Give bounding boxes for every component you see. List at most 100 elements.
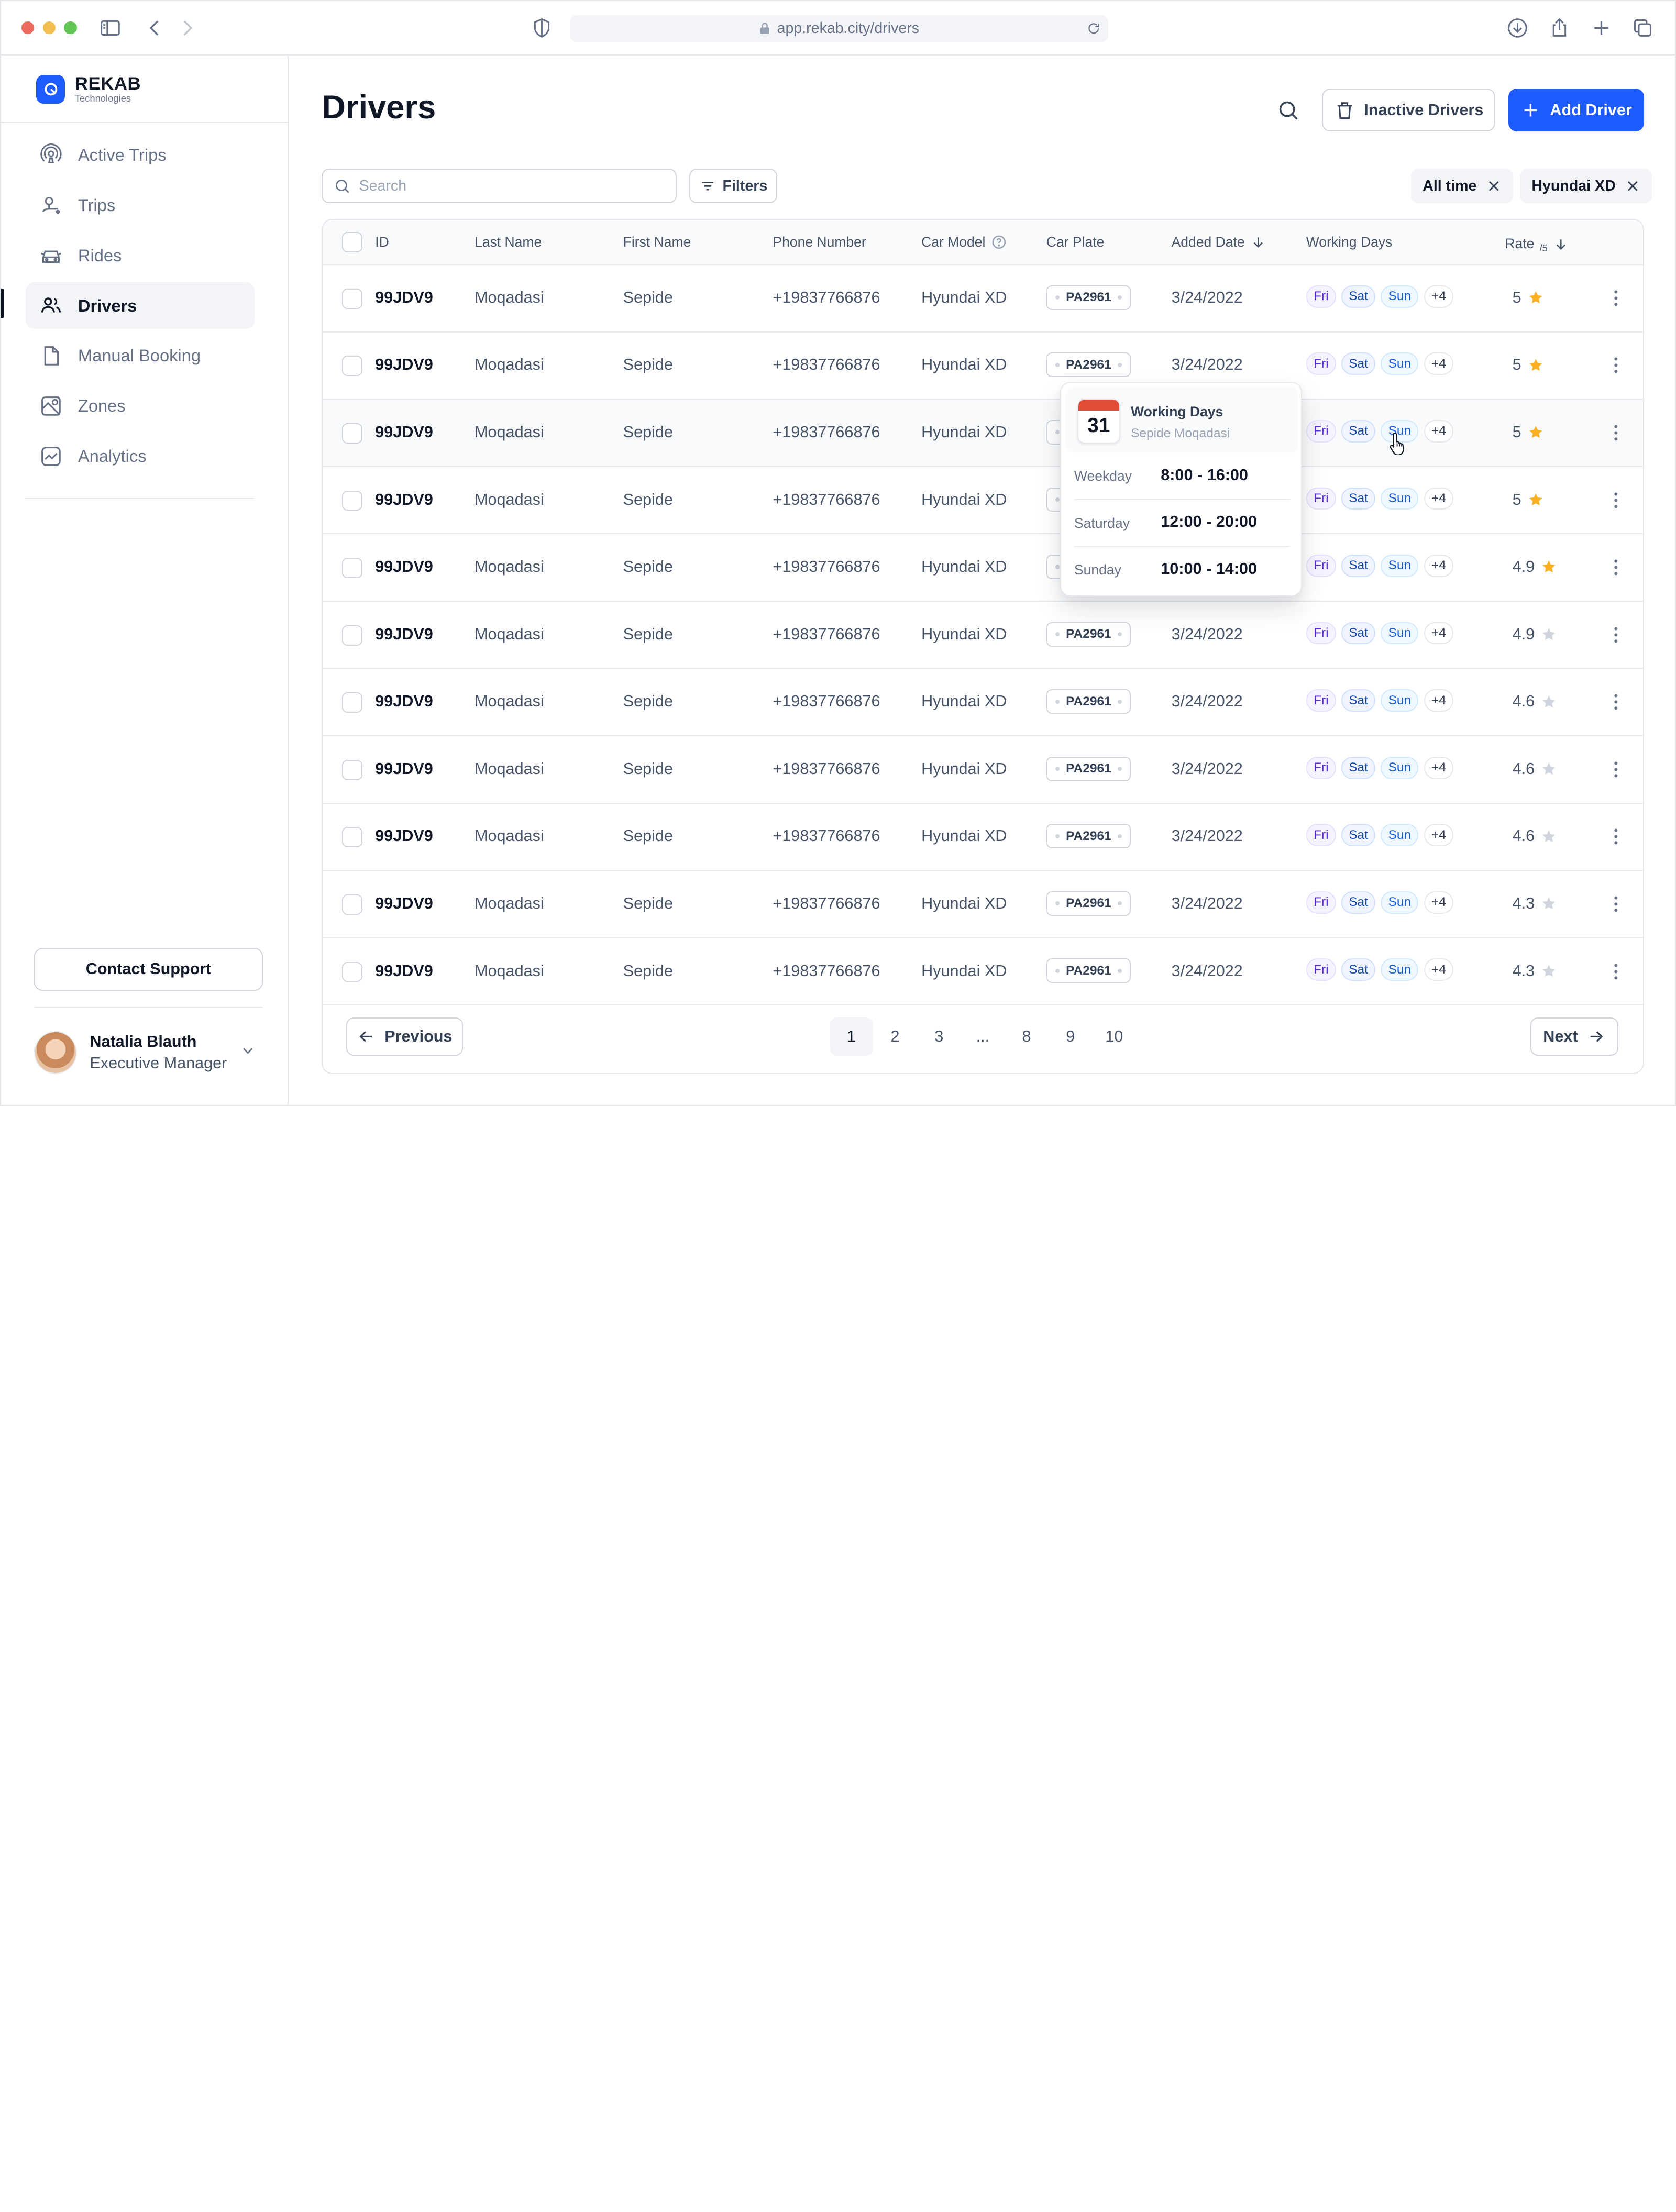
sidebar-toggle-icon[interactable] xyxy=(98,16,122,40)
column-header-rate[interactable]: Rate /5 xyxy=(1505,234,1569,254)
working-days[interactable]: Fri Sat Sun +4 xyxy=(1306,689,1453,712)
day-badge-sun[interactable]: Sun xyxy=(1381,487,1419,510)
column-header-added-date[interactable]: Added Date xyxy=(1172,234,1266,250)
address-bar[interactable]: app.rekab.city/drivers xyxy=(569,15,1109,42)
add-driver-button[interactable]: Add Driver xyxy=(1508,89,1644,131)
row-checkbox[interactable] xyxy=(341,894,362,915)
table-row[interactable]: 99JDV9 Moqadasi Sepide +19837766876 Hyundai … xyxy=(323,804,1643,871)
close-icon[interactable] xyxy=(1486,179,1502,194)
sidebar-item-zones[interactable]: Zones xyxy=(26,382,255,429)
working-days[interactable]: Fri Sat Sun +4 xyxy=(1306,487,1453,510)
row-checkbox[interactable] xyxy=(341,692,362,713)
day-badge-sat[interactable]: Sat xyxy=(1341,622,1376,645)
new-tab-icon[interactable] xyxy=(1590,16,1613,40)
working-days[interactable]: Fri Sat Sun +4 xyxy=(1306,285,1453,308)
user-profile[interactable]: Natalia Blauth Executive Manager xyxy=(34,1031,263,1074)
page-1[interactable]: 1 xyxy=(829,1017,874,1056)
day-badge-fri[interactable]: Fri xyxy=(1306,891,1336,914)
table-row[interactable]: 99JDV9 Moqadasi Sepide +19837766876 Hyundai … xyxy=(323,400,1643,467)
column-header-first-name[interactable]: First Name xyxy=(623,234,691,250)
day-badge-sat[interactable]: Sat xyxy=(1341,824,1376,847)
day-badge-sun[interactable]: Sun xyxy=(1381,285,1419,308)
day-badge-sun[interactable]: Sun xyxy=(1381,622,1419,645)
filter-chip-hyundai-xd[interactable]: Hyundai XD xyxy=(1519,169,1652,203)
column-header-id[interactable]: ID xyxy=(375,234,389,250)
table-row[interactable]: 99JDV9 Moqadasi Sepide +19837766876 Hyundai … xyxy=(323,534,1643,602)
close-icon[interactable] xyxy=(1625,179,1640,194)
row-checkbox[interactable] xyxy=(341,827,362,848)
day-badge-fri[interactable]: Fri xyxy=(1306,555,1336,577)
working-days[interactable]: Fri Sat Sun +4 xyxy=(1306,824,1453,847)
inactive-drivers-button[interactable]: Inactive Drivers xyxy=(1322,89,1496,131)
day-badge-fri[interactable]: Fri xyxy=(1306,487,1336,510)
day-badge-fri[interactable]: Fri xyxy=(1306,419,1336,443)
working-days[interactable]: Fri Sat Sun +4 xyxy=(1306,419,1453,443)
day-badge-more[interactable]: +4 xyxy=(1424,689,1453,712)
day-badge-sat[interactable]: Sat xyxy=(1341,555,1376,577)
filters-button[interactable]: Filters xyxy=(689,169,777,203)
day-badge-fri[interactable]: Fri xyxy=(1306,958,1336,981)
day-badge-more[interactable]: +4 xyxy=(1424,891,1453,914)
chevron-down-icon[interactable] xyxy=(239,1042,257,1059)
more-vertical-icon[interactable] xyxy=(1605,691,1627,713)
column-header-last-name[interactable]: Last Name xyxy=(475,234,542,250)
sidebar-item-trips[interactable]: Trips xyxy=(26,182,255,229)
sidebar-item-manual-booking[interactable]: Manual Booking xyxy=(26,333,255,380)
day-badge-more[interactable]: +4 xyxy=(1424,622,1453,645)
table-row[interactable]: 99JDV9 Moqadasi Sepide +19837766876 Hyundai … xyxy=(323,602,1643,669)
more-vertical-icon[interactable] xyxy=(1605,557,1627,578)
contact-support-button[interactable]: Contact Support xyxy=(34,948,263,991)
column-header-car-model[interactable]: Car Model xyxy=(921,234,1007,250)
brand-logo[interactable]: REKAB Technologies xyxy=(36,74,141,104)
day-badge-sat[interactable]: Sat xyxy=(1341,958,1376,981)
day-badge-sun[interactable]: Sun xyxy=(1381,555,1419,577)
day-badge-sat[interactable]: Sat xyxy=(1341,419,1376,443)
day-badge-sat[interactable]: Sat xyxy=(1341,285,1376,308)
day-badge-fri[interactable]: Fri xyxy=(1306,824,1336,847)
working-days[interactable]: Fri Sat Sun +4 xyxy=(1306,555,1453,577)
table-row[interactable]: 99JDV9 Moqadasi Sepide +19837766876 Hyundai … xyxy=(323,669,1643,736)
row-checkbox[interactable] xyxy=(341,759,362,780)
day-badge-fri[interactable]: Fri xyxy=(1306,689,1336,712)
day-badge-sun[interactable]: Sun xyxy=(1381,824,1419,847)
day-badge-sat[interactable]: Sat xyxy=(1341,352,1376,375)
download-icon[interactable] xyxy=(1506,16,1529,40)
day-badge-sun[interactable]: Sun xyxy=(1381,419,1419,443)
search-input[interactable] xyxy=(359,177,658,195)
working-days[interactable]: Fri Sat Sun +4 xyxy=(1306,891,1453,914)
day-badge-sat[interactable]: Sat xyxy=(1341,689,1376,712)
page-8[interactable]: 8 xyxy=(1022,1027,1031,1045)
day-badge-sun[interactable]: Sun xyxy=(1381,756,1419,779)
table-row[interactable]: 99JDV9 Moqadasi Sepide +19837766876 Hyundai … xyxy=(323,467,1643,535)
forward-arrow-icon[interactable] xyxy=(175,16,199,40)
day-badge-more[interactable]: +4 xyxy=(1424,487,1453,510)
day-badge-more[interactable]: +4 xyxy=(1424,285,1453,308)
maximize-window-dot[interactable] xyxy=(64,21,77,35)
day-badge-sat[interactable]: Sat xyxy=(1341,891,1376,914)
row-checkbox[interactable] xyxy=(341,490,362,511)
day-badge-more[interactable]: +4 xyxy=(1424,419,1453,443)
table-row[interactable]: 99JDV9 Moqadasi Sepide +19837766876 Hyundai … xyxy=(323,938,1643,1006)
row-checkbox[interactable] xyxy=(341,356,362,377)
share-icon[interactable] xyxy=(1548,16,1571,40)
working-days[interactable]: Fri Sat Sun +4 xyxy=(1306,958,1453,981)
row-checkbox[interactable] xyxy=(341,961,362,982)
more-vertical-icon[interactable] xyxy=(1605,287,1627,309)
more-vertical-icon[interactable] xyxy=(1605,961,1627,982)
table-row[interactable]: 99JDV9 Moqadasi Sepide +19837766876 Hyundai … xyxy=(323,871,1643,938)
day-badge-more[interactable]: +4 xyxy=(1424,756,1453,779)
minimize-window-dot[interactable] xyxy=(42,21,56,35)
back-arrow-icon[interactable] xyxy=(143,16,167,40)
day-badge-sun[interactable]: Sun xyxy=(1381,891,1419,914)
table-row[interactable]: 99JDV9 Moqadasi Sepide +19837766876 Hyundai … xyxy=(323,333,1643,400)
help-circle-icon[interactable] xyxy=(991,234,1007,250)
reload-icon[interactable] xyxy=(1087,21,1101,36)
row-checkbox[interactable] xyxy=(341,625,362,646)
column-header-phone[interactable]: Phone Number xyxy=(773,234,866,250)
more-vertical-icon[interactable] xyxy=(1605,355,1627,376)
sidebar-item-analytics[interactable]: Analytics xyxy=(26,433,255,480)
day-badge-more[interactable]: +4 xyxy=(1424,555,1453,577)
row-checkbox[interactable] xyxy=(341,423,362,444)
working-days[interactable]: Fri Sat Sun +4 xyxy=(1306,352,1453,375)
day-badge-fri[interactable]: Fri xyxy=(1306,756,1336,779)
